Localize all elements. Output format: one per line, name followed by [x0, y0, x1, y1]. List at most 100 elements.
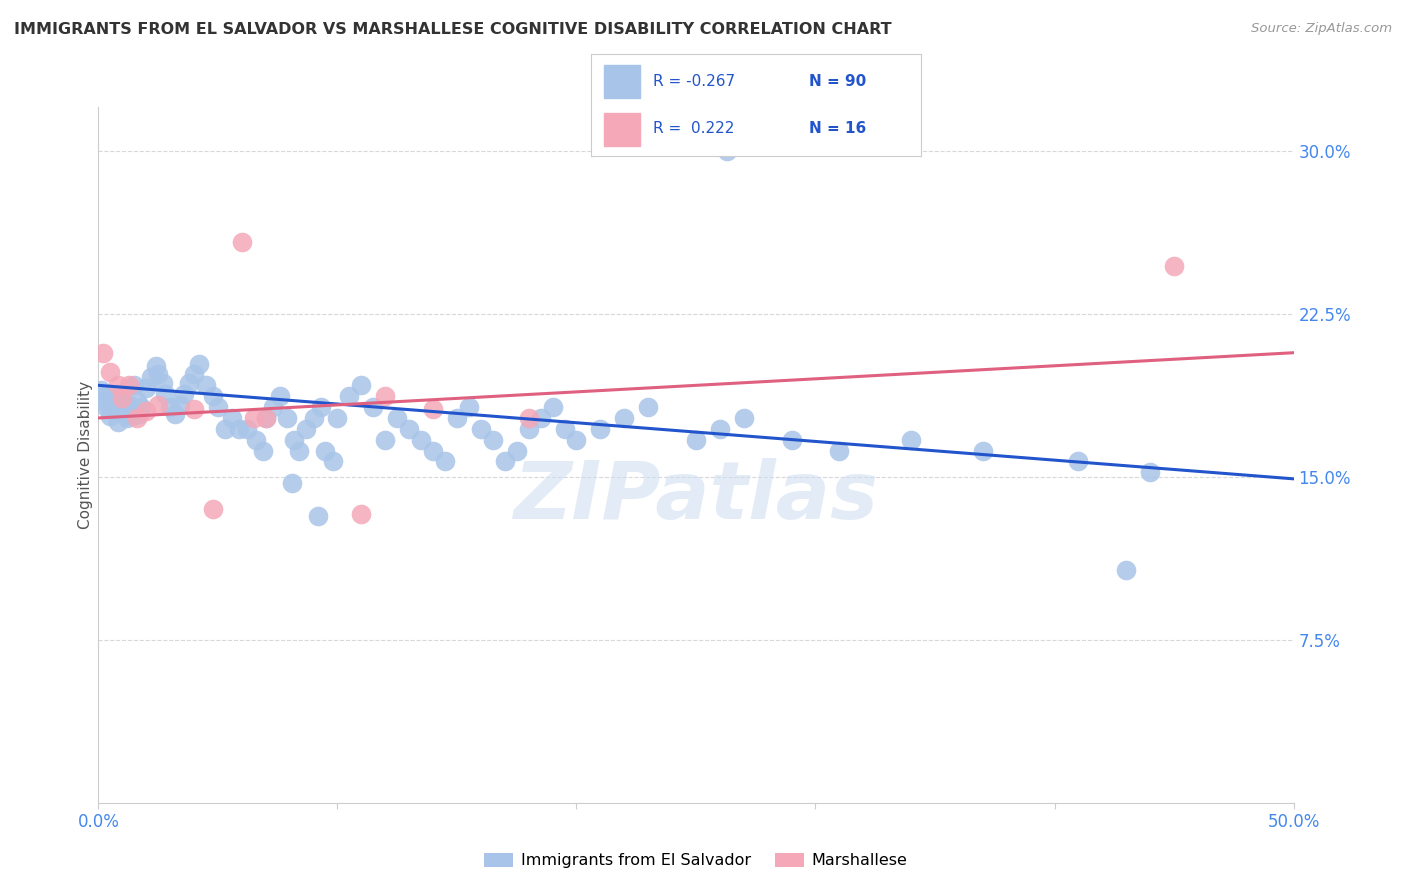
Point — [228, 422, 250, 436]
Point — [281, 476, 304, 491]
Point — [269, 389, 291, 403]
Point — [163, 407, 186, 421]
Point — [565, 433, 588, 447]
Legend: Immigrants from El Salvador, Marshallese: Immigrants from El Salvador, Marshallese — [478, 847, 914, 875]
Point — [214, 422, 236, 436]
Point — [148, 368, 170, 382]
Point — [207, 400, 229, 414]
Point — [101, 398, 124, 412]
Point — [91, 345, 114, 359]
Point — [131, 400, 153, 414]
Bar — [603, 113, 640, 145]
Point — [900, 433, 922, 447]
Point — [183, 402, 205, 417]
Point — [972, 443, 994, 458]
Point — [202, 502, 225, 516]
Point — [780, 433, 803, 447]
Point — [235, 422, 257, 436]
Point — [458, 400, 481, 414]
Point — [169, 398, 191, 412]
Point — [685, 433, 707, 447]
Point — [309, 400, 332, 414]
Point — [107, 415, 129, 429]
Point — [422, 443, 444, 458]
Y-axis label: Cognitive Disability: Cognitive Disability — [77, 381, 93, 529]
Point — [433, 454, 456, 468]
Point — [115, 411, 138, 425]
Text: R =  0.222: R = 0.222 — [654, 121, 735, 136]
Text: IMMIGRANTS FROM EL SALVADOR VS MARSHALLESE COGNITIVE DISABILITY CORRELATION CHAR: IMMIGRANTS FROM EL SALVADOR VS MARSHALLE… — [14, 22, 891, 37]
Point — [108, 404, 131, 418]
Point — [107, 378, 129, 392]
Point — [139, 369, 162, 384]
Point — [94, 400, 117, 414]
Point — [481, 433, 505, 447]
Point — [733, 411, 755, 425]
Point — [97, 387, 120, 401]
Point — [307, 508, 329, 523]
Text: ZIPatlas: ZIPatlas — [513, 458, 879, 536]
Point — [470, 422, 492, 436]
Point — [145, 359, 167, 373]
Point — [398, 422, 420, 436]
Point — [517, 411, 540, 425]
Point — [104, 389, 127, 403]
Point — [1163, 259, 1185, 273]
Point — [125, 393, 148, 408]
Point — [613, 411, 636, 425]
Point — [124, 378, 146, 392]
Point — [202, 389, 225, 403]
Point — [152, 376, 174, 391]
Point — [385, 411, 409, 425]
Point — [98, 365, 122, 379]
Point — [118, 378, 141, 392]
Point — [262, 400, 284, 414]
Text: N = 16: N = 16 — [808, 121, 866, 136]
Point — [828, 443, 851, 458]
Point — [1115, 563, 1137, 577]
Bar — [603, 65, 640, 97]
Point — [315, 443, 337, 458]
Text: N = 90: N = 90 — [808, 74, 866, 88]
Point — [254, 411, 277, 425]
Point — [446, 411, 468, 425]
Point — [121, 409, 143, 423]
Point — [98, 409, 122, 423]
Point — [148, 398, 170, 412]
Point — [221, 411, 243, 425]
Point — [589, 422, 612, 436]
Point — [179, 376, 201, 391]
Point — [1139, 466, 1161, 480]
Point — [494, 454, 516, 468]
Point — [554, 422, 576, 436]
Point — [125, 411, 148, 425]
Point — [339, 389, 360, 403]
Point — [159, 400, 181, 414]
Point — [283, 433, 305, 447]
Point — [128, 407, 150, 421]
Point — [187, 357, 209, 371]
Point — [374, 389, 396, 403]
Point — [517, 422, 540, 436]
Text: Source: ZipAtlas.com: Source: ZipAtlas.com — [1251, 22, 1392, 36]
Point — [288, 443, 311, 458]
Point — [276, 411, 298, 425]
Point — [254, 411, 277, 425]
Point — [243, 411, 266, 425]
Point — [135, 404, 157, 418]
Point — [231, 235, 253, 249]
Point — [173, 387, 195, 401]
Point — [716, 144, 738, 158]
Point — [90, 383, 112, 397]
Point — [374, 433, 396, 447]
Point — [155, 387, 177, 401]
Point — [322, 454, 344, 468]
Point — [709, 422, 731, 436]
Point — [506, 443, 529, 458]
Point — [245, 433, 267, 447]
Point — [411, 433, 433, 447]
Point — [1067, 454, 1090, 468]
Point — [252, 443, 274, 458]
Point — [183, 368, 205, 382]
Point — [326, 411, 349, 425]
